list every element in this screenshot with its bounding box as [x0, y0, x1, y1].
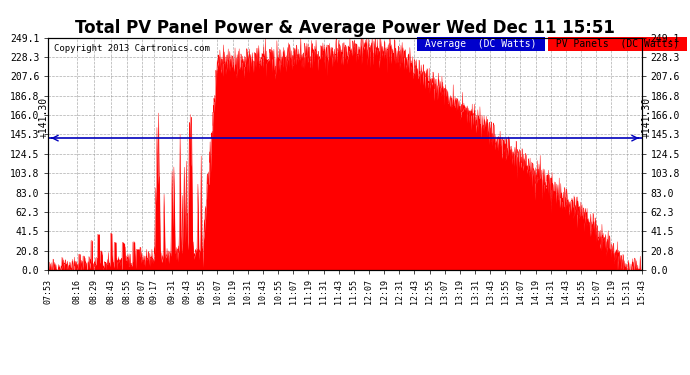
Title: Total PV Panel Power & Average Power Wed Dec 11 15:51: Total PV Panel Power & Average Power Wed… — [75, 20, 615, 38]
Text: PV Panels  (DC Watts): PV Panels (DC Watts) — [550, 39, 685, 49]
Text: Copyright 2013 Cartronics.com: Copyright 2013 Cartronics.com — [55, 45, 210, 54]
Text: Average  (DC Watts): Average (DC Watts) — [420, 39, 542, 49]
Text: +141.30: +141.30 — [642, 97, 651, 138]
Text: +141.30: +141.30 — [39, 97, 48, 138]
